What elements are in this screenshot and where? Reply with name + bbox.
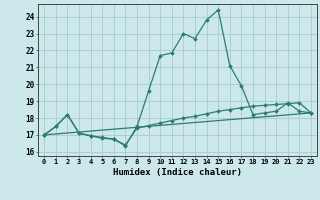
- X-axis label: Humidex (Indice chaleur): Humidex (Indice chaleur): [113, 168, 242, 177]
